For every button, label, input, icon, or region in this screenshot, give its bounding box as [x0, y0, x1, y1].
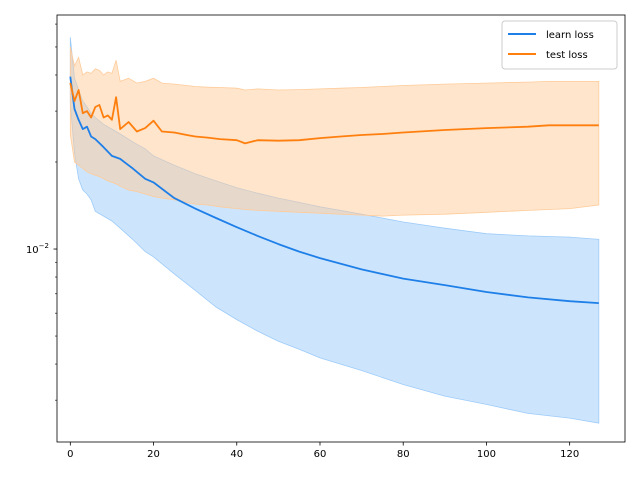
- x-tick-label: 20: [147, 449, 160, 460]
- test-loss-band: [69, 46, 600, 217]
- legend: learn loss test loss: [501, 20, 618, 70]
- x-tick-label: 60: [314, 449, 327, 460]
- x-tick-label: 40: [230, 449, 243, 460]
- learn-loss-line: [69, 76, 599, 304]
- legend-box: [501, 20, 618, 70]
- legend-label-test-loss: test loss: [546, 50, 588, 61]
- y-tick-label: 10−2: [26, 242, 49, 256]
- x-tick-label: 0: [67, 449, 73, 460]
- confidence-bands: [69, 37, 600, 424]
- x-tick-label: 80: [397, 449, 410, 460]
- x-axis: 0 20 40 60 80 100 120: [67, 442, 579, 460]
- y-axis: 10−2: [26, 23, 57, 401]
- legend-label-learn-loss: learn loss: [546, 30, 594, 41]
- x-tick-label: 120: [560, 449, 579, 460]
- test-loss-line: [69, 82, 599, 145]
- x-tick-label: 100: [477, 449, 496, 460]
- series-lines: [69, 76, 599, 304]
- plot-frame: [56, 14, 626, 443]
